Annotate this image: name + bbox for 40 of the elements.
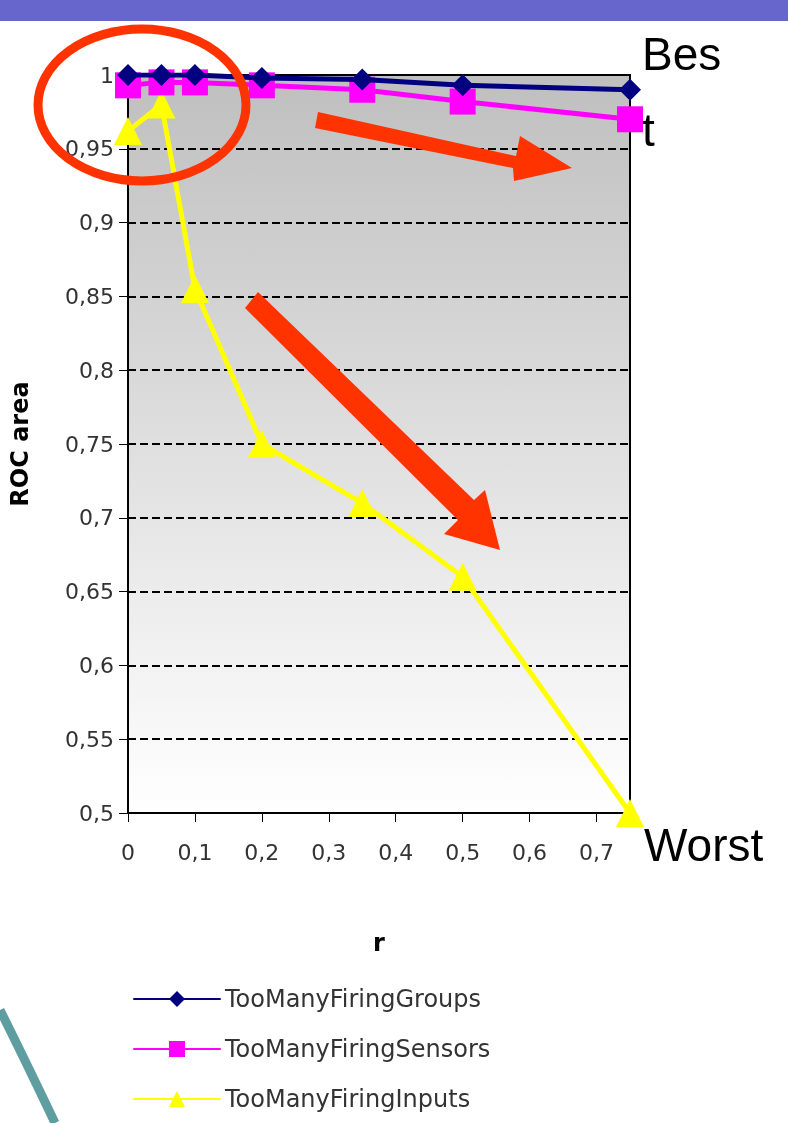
x-tick-label: 0,4 xyxy=(378,839,414,865)
y-tick-label: 0,65 xyxy=(65,579,114,605)
annotation: Best xyxy=(642,27,722,156)
point xyxy=(114,117,142,146)
point xyxy=(351,68,374,91)
x-tick-label: 0 xyxy=(121,839,135,865)
x-tick-label: 0,1 xyxy=(177,839,213,865)
y-tick-label: 0,85 xyxy=(65,283,114,309)
y-tick-label: 0,55 xyxy=(65,726,114,752)
y-tick-label: 0,9 xyxy=(79,210,114,236)
x-axis-title: r xyxy=(373,929,386,957)
x-tick-label: 0,5 xyxy=(445,839,481,865)
annotation: Worst xyxy=(644,819,764,871)
point xyxy=(250,66,273,89)
y-tick-label: 0,7 xyxy=(79,505,114,531)
point xyxy=(448,562,477,591)
legend-label: TooManyFiringGroups xyxy=(224,985,482,1013)
x-tick-label: 0,6 xyxy=(512,839,548,865)
point xyxy=(619,78,641,101)
point xyxy=(616,799,644,827)
x-tick-label: 0,3 xyxy=(311,839,347,865)
y-tick-label: 0,8 xyxy=(79,357,114,383)
point xyxy=(247,430,276,458)
legend-label: TooManyFiringSensors xyxy=(224,1035,491,1063)
y-tick-label: 0,6 xyxy=(79,652,114,678)
point xyxy=(180,275,209,304)
point xyxy=(451,74,474,97)
y-tick-label: 0,5 xyxy=(79,800,114,826)
y-tick-label: 0,75 xyxy=(65,431,114,457)
legend-label: TooManyFiringInputs xyxy=(224,1085,471,1113)
y-tick-label: 0,95 xyxy=(65,136,114,162)
x-tick-label: 0,7 xyxy=(579,839,615,865)
y-tick-label: 1 xyxy=(100,62,114,88)
point xyxy=(150,64,173,86)
point xyxy=(348,489,377,518)
point xyxy=(183,64,206,86)
x-tick-label: 0,2 xyxy=(244,839,280,865)
y-axis-title: ROC area xyxy=(6,381,34,507)
point xyxy=(617,106,643,133)
point xyxy=(449,88,476,115)
